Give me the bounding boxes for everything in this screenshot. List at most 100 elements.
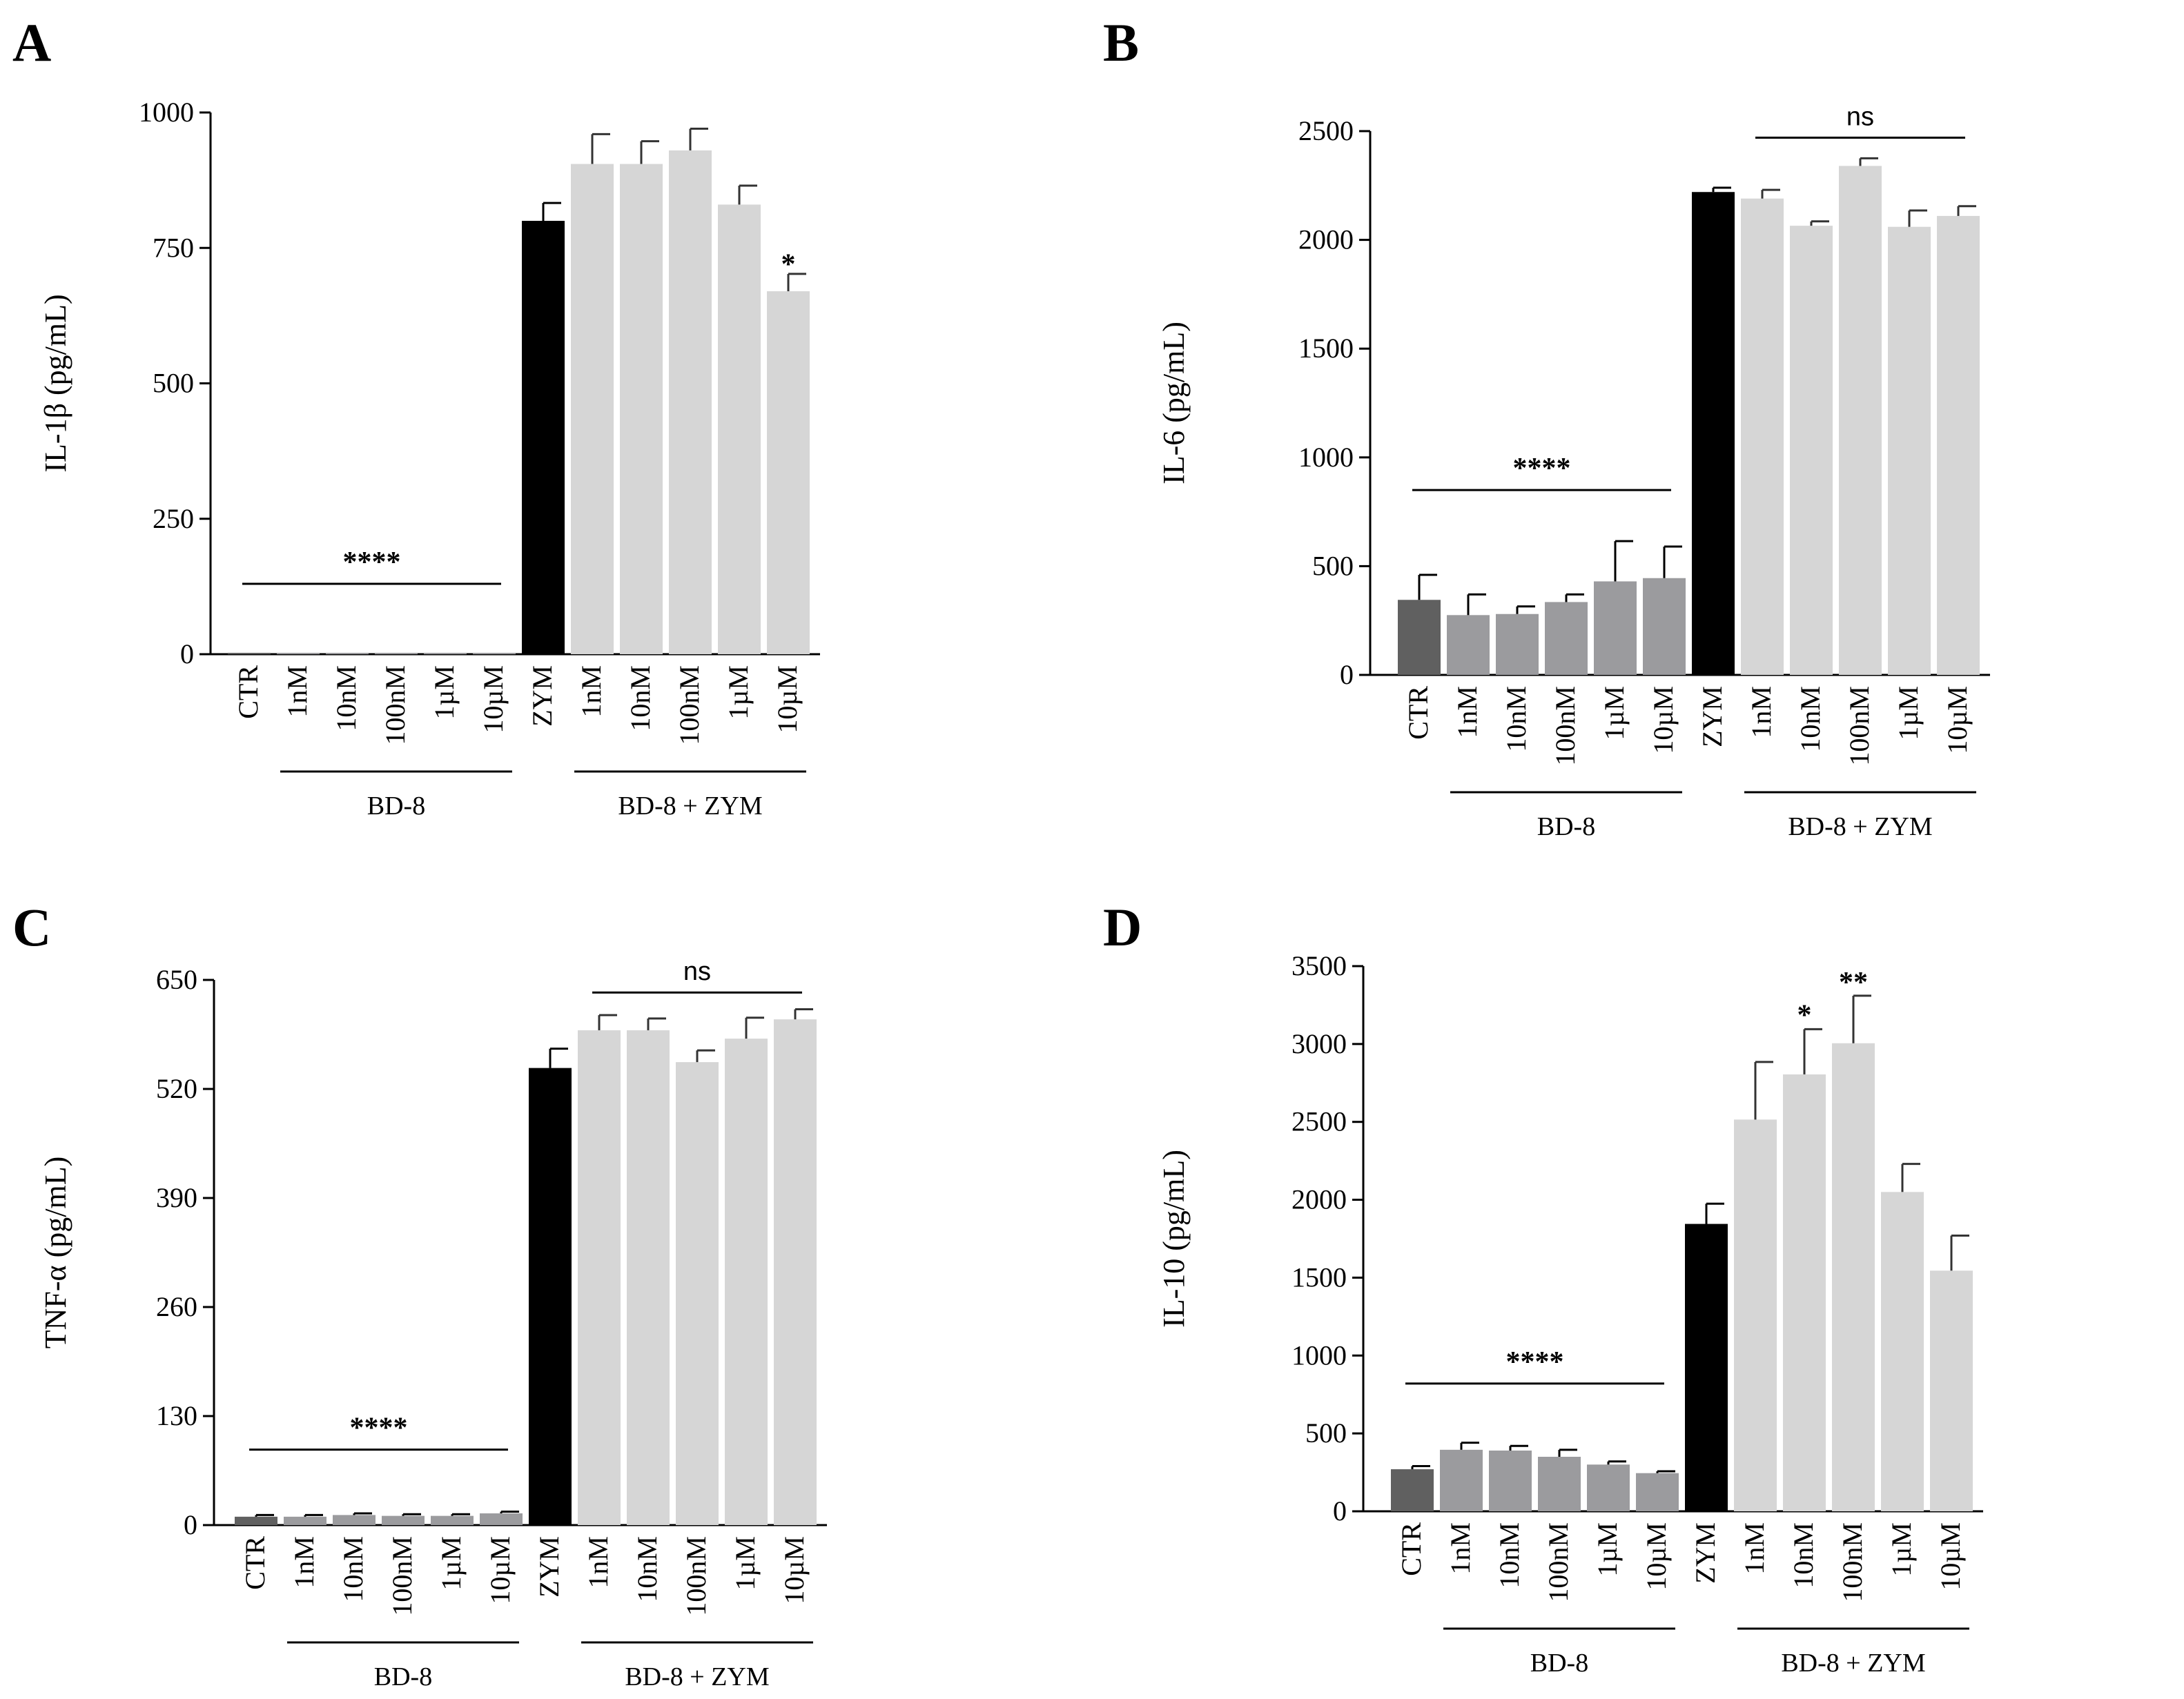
x-tick-label: 10nM — [338, 1536, 369, 1602]
x-tick-label: ZYM — [1690, 1522, 1721, 1584]
group-label: BD-8 + ZYM — [618, 792, 762, 821]
x-tick-label: CTR — [240, 1536, 271, 1590]
x-tick-label: CTR — [1403, 686, 1434, 740]
x-tick-label: 1nM — [576, 665, 607, 718]
bar — [522, 221, 565, 654]
bar — [718, 204, 761, 654]
bar — [1594, 581, 1637, 675]
y-tick-label: 3000 — [1291, 1028, 1347, 1059]
x-tick-label: ZYM — [534, 1536, 565, 1598]
y-tick-label: 0 — [1340, 659, 1354, 690]
x-tick-label: 100nM — [1550, 686, 1581, 766]
x-tick-label: 1nM — [1452, 686, 1483, 738]
x-tick-label: 1µM — [436, 1536, 467, 1591]
significance-label: **** — [1506, 1346, 1564, 1378]
y-axis-label: IL-10 (pg/mL) — [1157, 1150, 1191, 1328]
x-tick-label: 1nM — [1746, 686, 1777, 738]
significance-label: **** — [343, 547, 401, 578]
x-tick-label: 10nM — [1501, 686, 1532, 752]
group-label: BD-8 — [367, 792, 425, 821]
y-tick-label: 2500 — [1291, 1106, 1347, 1137]
panel-c: C 0 130 260 390 520 650 TNF-α (pg/mL) CTR 1nM 10n… — [12, 897, 827, 1691]
significance-star: ** — [1839, 967, 1868, 999]
y-axis-label: IL-1β (pg/mL) — [39, 294, 72, 472]
bar — [326, 653, 369, 654]
y-tick-label: 520 — [156, 1073, 197, 1104]
x-tick-label: 1µM — [1592, 1522, 1623, 1577]
x-tick-label: 1nM — [289, 1536, 320, 1589]
bar — [725, 1039, 768, 1525]
x-tick-label: 10nM — [632, 1536, 663, 1602]
y-tick-label: 2500 — [1298, 115, 1354, 146]
y-tick-label: 390 — [156, 1182, 197, 1213]
bar — [333, 1515, 376, 1525]
bar — [235, 1516, 277, 1525]
bar — [1741, 198, 1784, 675]
x-tick-label: CTR — [1396, 1522, 1427, 1576]
x-tick-label: 100nM — [380, 665, 411, 745]
y-tick-label: 0 — [184, 1509, 197, 1540]
x-tick-label: ZYM — [527, 665, 558, 727]
x-tick-label: 100nM — [387, 1536, 418, 1616]
significance-star: * — [781, 249, 796, 281]
significance-label: **** — [350, 1413, 408, 1444]
bar — [1447, 615, 1490, 675]
significance-label: ns — [683, 957, 711, 986]
panel-a: A 0 250 500 750 1000 IL-1β (pg/mL) CTR 1nM 10nM 1… — [12, 12, 820, 821]
x-tick-label: 100nM — [681, 1536, 712, 1616]
y-tick-label: 1500 — [1298, 333, 1354, 364]
bar — [1636, 1473, 1679, 1511]
y-tick-label: 130 — [156, 1400, 197, 1431]
x-tick-label: 1µM — [429, 665, 460, 720]
x-tick-label: 1nM — [1445, 1522, 1476, 1575]
panel-letter-c: C — [12, 897, 51, 957]
x-tick-label: 100nM — [1844, 686, 1875, 766]
y-tick-label: 1000 — [139, 97, 194, 128]
bar — [620, 164, 663, 654]
x-tick-label: 10nM — [1788, 1522, 1819, 1589]
x-tick-label: 1µM — [723, 665, 754, 720]
bar — [1692, 192, 1735, 676]
bar — [676, 1062, 719, 1525]
bar — [1888, 226, 1931, 675]
y-tick-label: 2000 — [1291, 1184, 1347, 1215]
bar — [627, 1030, 670, 1525]
group-label: BD-8 — [374, 1662, 432, 1691]
x-tick-label: 10µM — [1935, 1522, 1966, 1591]
bar — [1881, 1192, 1924, 1511]
y-tick-label: 500 — [153, 368, 194, 399]
y-tick-label: 1000 — [1298, 442, 1354, 473]
x-tick-label: 1µM — [1599, 686, 1630, 740]
x-tick-label: 10µM — [772, 665, 803, 734]
bar — [480, 1513, 523, 1525]
bar — [277, 653, 320, 654]
bar — [1398, 600, 1441, 675]
panel-letter-a: A — [12, 12, 51, 72]
y-tick-label: 750 — [153, 232, 194, 263]
x-tick-label: 10µM — [485, 1536, 516, 1604]
x-tick-label: 1nM — [282, 665, 313, 718]
panel-d: D 0 500 1000 1500 2000 2500 3000 3500 IL-10 (pg/… — [1103, 897, 1983, 1678]
bar — [1489, 1450, 1532, 1511]
x-tick-label: 10nM — [1795, 686, 1826, 752]
bar — [774, 1019, 817, 1525]
x-tick-label: 10nM — [1494, 1522, 1525, 1589]
x-tick-label: 100nM — [1543, 1522, 1574, 1602]
y-tick-label: 0 — [180, 638, 194, 669]
x-tick-label: 10µM — [478, 665, 509, 734]
bar — [1734, 1119, 1777, 1511]
significance-label: ns — [1846, 102, 1874, 131]
bar — [1587, 1464, 1630, 1511]
bar — [1839, 166, 1882, 675]
x-tick-label: 10nM — [331, 665, 362, 731]
y-tick-label: 650 — [156, 964, 197, 995]
bar — [382, 1515, 425, 1525]
significance-star: * — [1797, 999, 1812, 1031]
bar — [1391, 1469, 1434, 1511]
x-tick-label: 1µM — [730, 1536, 761, 1591]
bar — [431, 1515, 474, 1525]
y-tick-label: 0 — [1333, 1495, 1347, 1526]
y-tick-label: 260 — [156, 1291, 197, 1322]
panel-b: B 0 500 1000 1500 2000 2500 IL-6 (pg/mL) CTR 1nM… — [1103, 12, 1990, 841]
